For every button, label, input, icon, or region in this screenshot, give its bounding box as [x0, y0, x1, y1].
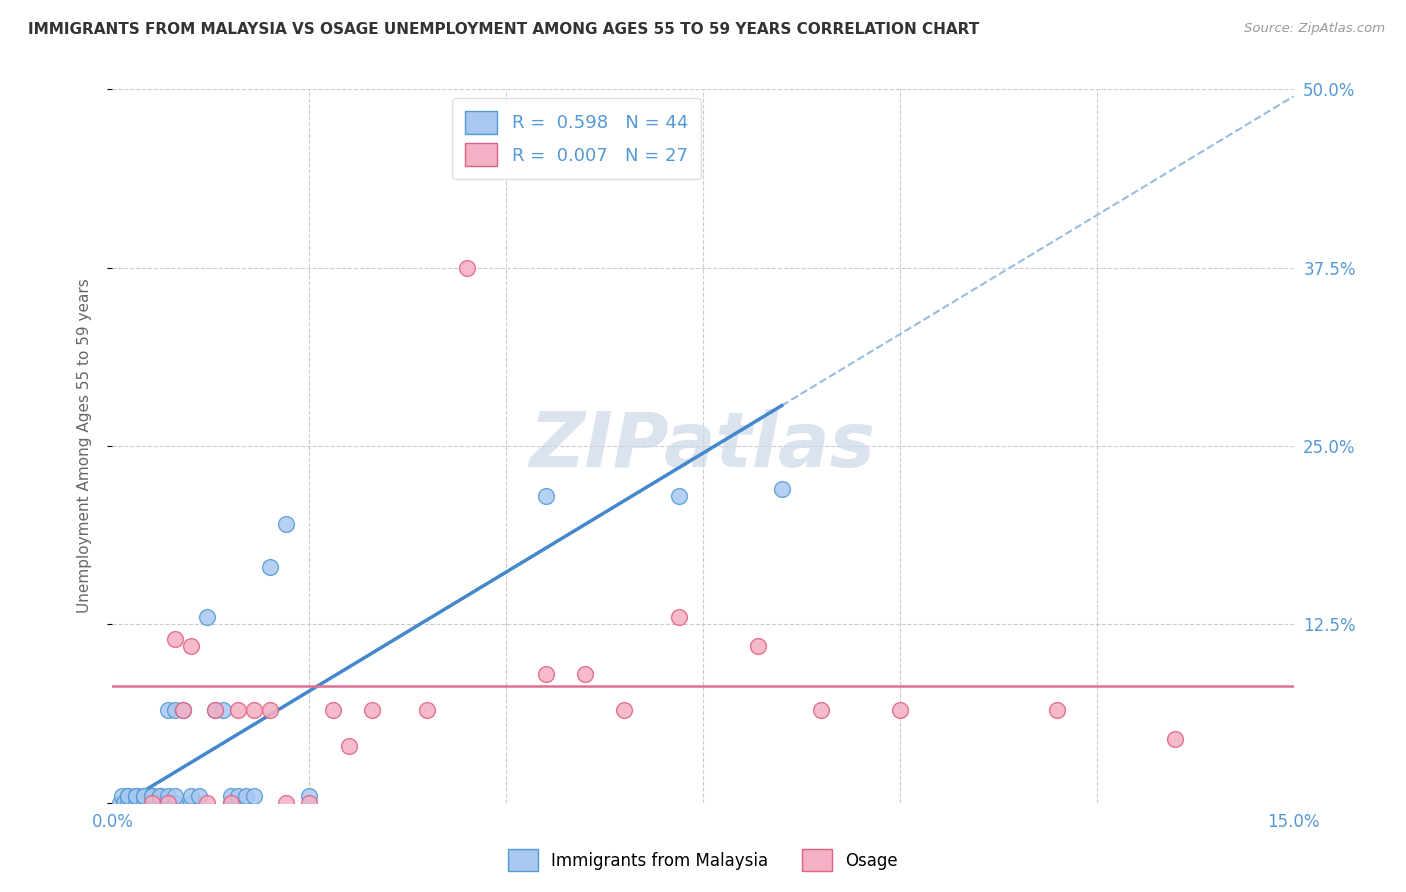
Y-axis label: Unemployment Among Ages 55 to 59 years: Unemployment Among Ages 55 to 59 years — [77, 278, 91, 614]
Point — [243, 703, 266, 717]
Point — [165, 703, 187, 717]
Point — [613, 703, 636, 717]
Legend: R =  0.598   N = 44, R =  0.007   N = 27: R = 0.598 N = 44, R = 0.007 N = 27 — [453, 98, 700, 179]
Point — [110, 796, 132, 810]
Point — [132, 789, 155, 803]
Point — [770, 482, 793, 496]
Point — [298, 789, 321, 803]
Point — [274, 517, 297, 532]
Point — [132, 789, 155, 803]
Point — [165, 796, 187, 810]
Point — [211, 703, 233, 717]
Point — [243, 789, 266, 803]
Point — [125, 789, 148, 803]
Point — [204, 703, 226, 717]
Point — [668, 610, 690, 624]
Point — [165, 789, 187, 803]
Point — [228, 703, 250, 717]
Point — [141, 796, 163, 810]
Point — [149, 796, 172, 810]
Point — [219, 796, 242, 810]
Point — [112, 796, 135, 810]
Point — [156, 796, 179, 810]
Point — [125, 789, 148, 803]
Point — [132, 789, 155, 803]
Point — [149, 789, 172, 803]
Point — [810, 703, 832, 717]
Point — [156, 703, 179, 717]
Point — [117, 789, 139, 803]
Point — [361, 703, 384, 717]
Point — [298, 796, 321, 810]
Point — [156, 789, 179, 803]
Point — [180, 639, 202, 653]
Point — [337, 739, 360, 753]
Point — [172, 703, 194, 717]
Point — [322, 703, 344, 717]
Point — [165, 632, 187, 646]
Point — [219, 796, 242, 810]
Point — [456, 260, 478, 275]
Point — [195, 796, 218, 810]
Point — [259, 560, 281, 574]
Point — [416, 703, 439, 717]
Point — [141, 796, 163, 810]
Point — [235, 789, 257, 803]
Point — [141, 789, 163, 803]
Point — [132, 796, 155, 810]
Point — [204, 703, 226, 717]
Point — [156, 796, 179, 810]
Point — [574, 667, 596, 681]
Point — [141, 789, 163, 803]
Point — [111, 789, 134, 803]
Text: ZIPatlas: ZIPatlas — [530, 409, 876, 483]
Point — [889, 703, 911, 717]
Point — [1164, 731, 1187, 746]
Point — [747, 639, 769, 653]
Point — [228, 789, 250, 803]
Point — [117, 789, 139, 803]
Point — [188, 789, 211, 803]
Point — [195, 610, 218, 624]
Point — [274, 796, 297, 810]
Point — [534, 489, 557, 503]
Point — [172, 703, 194, 717]
Text: Source: ZipAtlas.com: Source: ZipAtlas.com — [1244, 22, 1385, 36]
Legend: Immigrants from Malaysia, Osage: Immigrants from Malaysia, Osage — [499, 841, 907, 880]
Point — [180, 789, 202, 803]
Point — [125, 796, 148, 810]
Point — [668, 489, 690, 503]
Point — [180, 796, 202, 810]
Point — [117, 796, 139, 810]
Point — [1046, 703, 1069, 717]
Point — [149, 789, 172, 803]
Point — [259, 703, 281, 717]
Point — [125, 789, 148, 803]
Point — [219, 789, 242, 803]
Text: IMMIGRANTS FROM MALAYSIA VS OSAGE UNEMPLOYMENT AMONG AGES 55 TO 59 YEARS CORRELA: IMMIGRANTS FROM MALAYSIA VS OSAGE UNEMPL… — [28, 22, 980, 37]
Point — [534, 667, 557, 681]
